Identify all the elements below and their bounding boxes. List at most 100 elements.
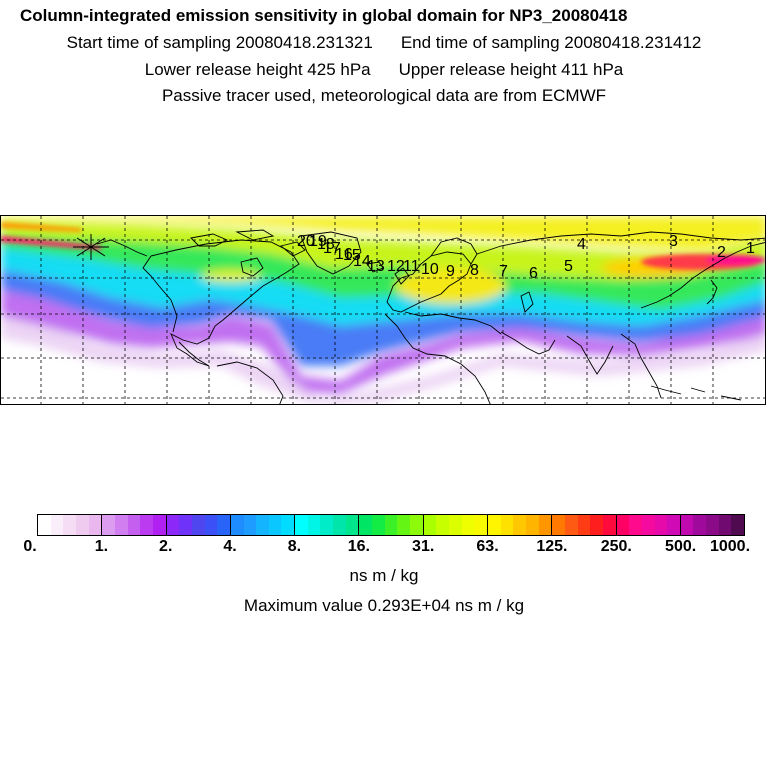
maximum-value: Maximum value 0.293E+04 ns m / kg — [243, 596, 525, 615]
field-europe-yellow — [396, 268, 506, 304]
colorbar-swatch — [75, 515, 89, 535]
colorbar-swatch — [359, 515, 373, 535]
colorbar-swatch — [333, 515, 346, 535]
emission-sensitivity-map: 1 2 3 4 5 6 7 8 9 10 11 12 13 14 15 16 17 18 19 20 — [0, 215, 766, 405]
colorbar-tick-label: 500. — [665, 538, 697, 555]
colorbar-swatch — [525, 515, 539, 535]
colorbar-swatch — [616, 515, 630, 535]
colorbar-swatch — [127, 515, 141, 535]
coast-scandinavia — [430, 237, 478, 265]
colorbar-swatch — [50, 515, 64, 535]
colorbar-units: ns m / kg — [349, 566, 419, 585]
colorbar-swatch — [102, 515, 115, 535]
colorbar-swatch — [166, 515, 180, 535]
colorbar-tick-label: 31. — [412, 538, 435, 555]
colorbar-swatch — [307, 515, 321, 535]
colorbar-swatch — [217, 515, 231, 535]
colorbar-ticks: 0. 1. 2. 4. 8. 16. 31. 63. 125. 250. 500. 1000. — [0, 538, 768, 560]
end-time: End time of sampling 20080418.231412 — [400, 33, 702, 52]
colorbar-swatch — [680, 515, 694, 535]
release-label-18: 18 — [317, 236, 335, 253]
colorbar-swatch — [204, 515, 218, 535]
sampling-times: Start time of sampling 20080418.231321 E… — [0, 33, 768, 53]
lat-lon-grid — [1, 216, 765, 404]
colorbar-swatch — [140, 515, 153, 535]
colorbar-swatch — [436, 515, 449, 535]
colorbar-swatch — [718, 515, 732, 535]
colorbar-swatch — [268, 515, 282, 535]
release-label-20: 20 — [297, 233, 315, 250]
colorbar-tick-label: 8. — [287, 538, 302, 555]
colorbar-swatch — [63, 515, 76, 535]
coast-europe — [386, 251, 472, 313]
hotspot-top-edge — [1, 222, 81, 232]
colorbar-swatch — [295, 515, 308, 535]
colorbar-swatch — [410, 515, 424, 535]
colorbar-swatch — [88, 515, 103, 535]
colorbar-swatch — [320, 515, 334, 535]
colorbar-tick-label: 4. — [223, 538, 237, 555]
release-label-17: 17 — [323, 240, 341, 257]
release-label-19: 19 — [309, 233, 327, 250]
release-heights: Lower release height 425 hPa Upper relea… — [0, 60, 768, 80]
colorbar-tick-label: 0. — [23, 538, 37, 555]
field-top-yellow — [1, 216, 765, 250]
release-label-11: 11 — [403, 258, 420, 275]
colorbar-tick-label: 63. — [476, 538, 499, 555]
colorbar-swatch — [577, 515, 591, 535]
coast-mediterranean — [404, 311, 502, 335]
colorbar-swatch — [474, 515, 488, 535]
release-label-13: 13 — [367, 258, 385, 275]
colorbar-swatch — [461, 515, 475, 535]
coast-caspian — [520, 291, 534, 313]
colorbar-swatch — [513, 515, 526, 535]
colorbar-swatch — [384, 515, 398, 535]
release-label-15: 15 — [343, 247, 361, 264]
coast-india — [566, 335, 614, 375]
coastlines — [96, 229, 765, 404]
coast-baffin — [280, 241, 306, 257]
colorbar-tick-label: 1000. — [709, 538, 751, 555]
plot-title: Column-integrated emission sensitivity i… — [20, 6, 628, 25]
field-blue-band — [1, 266, 765, 366]
colorbar-swatch — [552, 515, 565, 535]
field-yellow-band — [1, 222, 765, 280]
colorbar-swatch — [38, 515, 51, 535]
field-magenta-band — [1, 291, 765, 394]
upper-release-height: Upper release height 411 hPa — [398, 60, 624, 79]
release-label-4: 4 — [577, 236, 586, 253]
colorbar-swatch — [281, 515, 296, 535]
colorbar-swatch — [449, 515, 462, 535]
colorbar-swatch — [191, 515, 205, 535]
release-label-6: 6 — [529, 265, 538, 282]
colorbar-swatch — [590, 515, 603, 535]
colorbar-swatch — [641, 515, 655, 535]
colorbar-swatch — [654, 515, 668, 535]
colorbar-tick-label: 125. — [536, 538, 568, 555]
colorbar-swatch — [538, 515, 553, 535]
colorbar-swatch — [693, 515, 707, 535]
coast-africa — [384, 313, 491, 404]
colorbar-swatch — [564, 515, 578, 535]
release-label-7: 7 — [499, 263, 508, 280]
coast-north-america-west — [142, 255, 178, 333]
colorbar-swatch — [731, 515, 745, 535]
release-label-5: 5 — [564, 258, 573, 275]
release-label-2: 2 — [717, 244, 726, 261]
colorbar-swatch — [114, 515, 128, 535]
colorbar-swatch — [602, 515, 617, 535]
sensitivity-field — [1, 216, 765, 404]
field-light-violet — [1, 316, 765, 404]
coast-british-isles — [394, 267, 410, 285]
hotspot-east-asia-core — [706, 255, 765, 265]
coast-hudson-bay — [240, 257, 264, 277]
field-green-band — [1, 234, 765, 310]
colorbar-swatch — [230, 515, 244, 535]
colorbar-swatch — [256, 515, 269, 535]
colorbar-swatch — [667, 515, 681, 535]
release-label-1: 1 — [746, 240, 755, 257]
colorbar-tick-label: 16. — [347, 538, 370, 555]
colorbar-swatch — [372, 515, 385, 535]
coast-north-america — [150, 239, 300, 367]
